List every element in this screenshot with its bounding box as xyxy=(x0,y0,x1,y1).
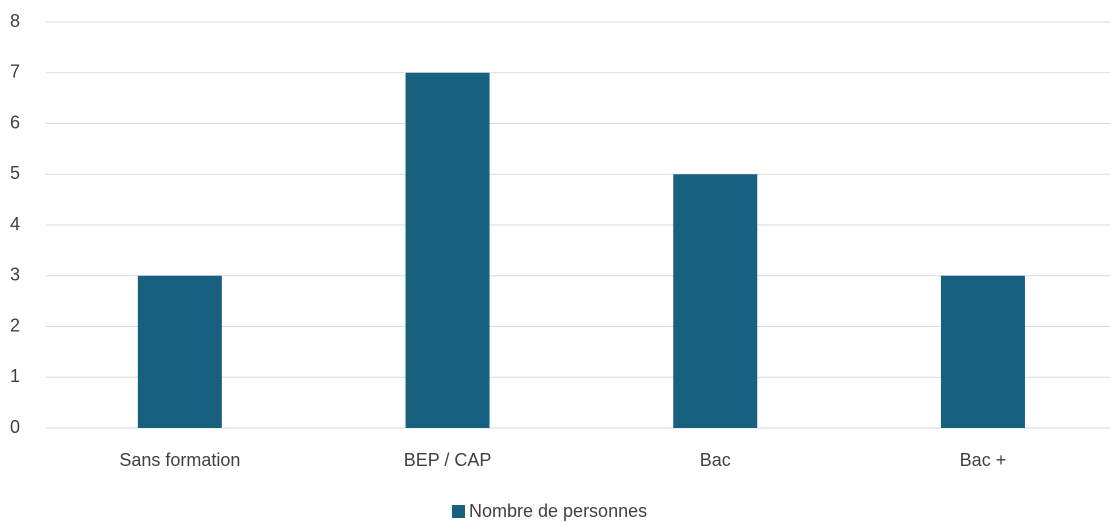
bar xyxy=(940,275,1025,428)
y-tick-label: 6 xyxy=(10,112,20,132)
y-tick-label: 8 xyxy=(10,11,20,31)
y-tick-label: 1 xyxy=(10,366,20,386)
y-tick-label: 0 xyxy=(10,417,20,437)
x-tick-label: BEP / CAP xyxy=(404,450,492,470)
bar xyxy=(137,275,222,428)
y-tick-label: 4 xyxy=(10,214,20,234)
bar xyxy=(673,174,758,428)
x-tick-label: Sans formation xyxy=(119,450,240,470)
bar xyxy=(405,72,490,428)
y-tick-label: 2 xyxy=(10,315,20,335)
y-tick-label: 5 xyxy=(10,163,20,183)
legend-label: Nombre de personnes xyxy=(469,501,647,521)
legend-swatch xyxy=(452,505,465,518)
x-tick-label: Bac + xyxy=(960,450,1007,470)
y-tick-label: 7 xyxy=(10,62,20,82)
x-tick-label: Bac xyxy=(700,450,731,470)
y-tick-label: 3 xyxy=(10,265,20,285)
